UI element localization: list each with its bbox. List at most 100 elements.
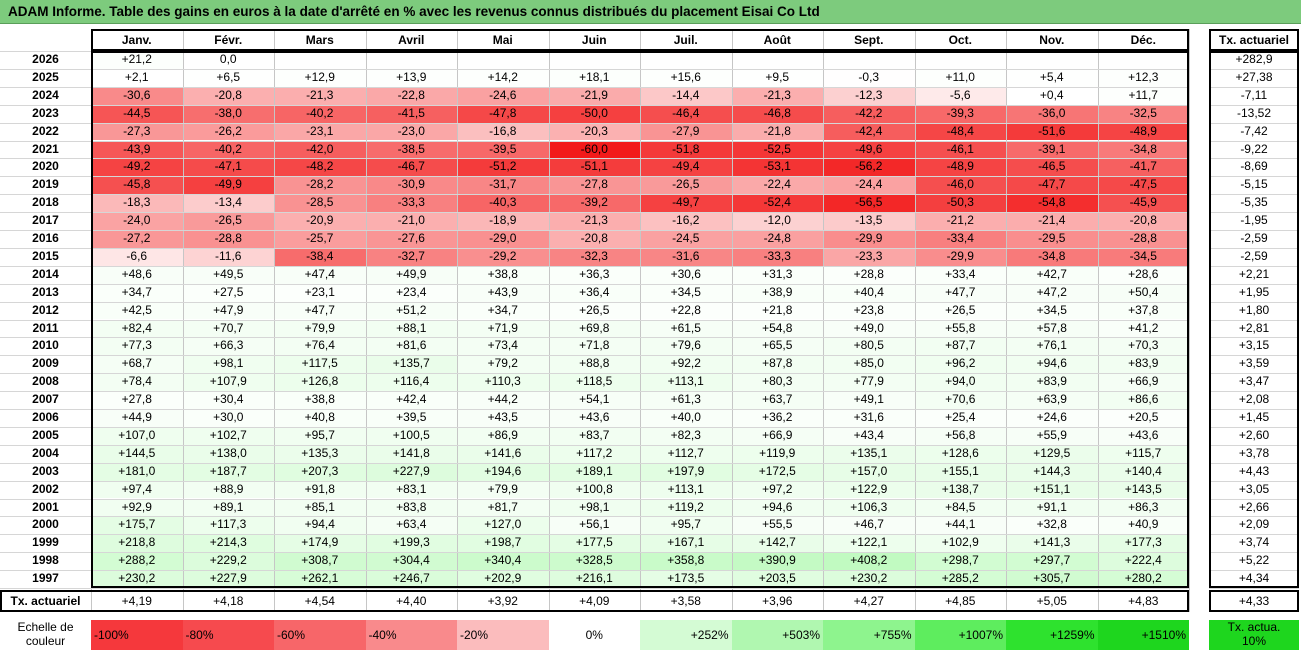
- value-cell: -21,4: [1006, 212, 1098, 230]
- grid-line: [274, 29, 275, 612]
- value-cell: -27,6: [365, 230, 457, 248]
- value-cell: -38,0: [182, 104, 274, 123]
- value-cell: +13,9: [365, 68, 457, 87]
- value-cell: +12,9: [274, 68, 366, 87]
- grid-line: [0, 176, 1189, 178]
- value-cell: +227,9: [365, 462, 457, 481]
- value-cell: +88,1: [365, 319, 457, 338]
- value-cell: +33,4: [914, 265, 1006, 284]
- value-cell: +38,8: [457, 265, 549, 284]
- value-cell: -49,2: [91, 158, 183, 177]
- rate-scale-swatch: Tx. actua. 10%: [1209, 620, 1299, 650]
- value-cell: -22,4: [731, 176, 823, 195]
- value-cell: +40,8: [274, 409, 366, 427]
- value-cell: +141,8: [365, 444, 457, 463]
- value-cell: -46,4: [640, 104, 732, 123]
- value-cell: +340,4: [457, 552, 549, 571]
- value-cell: +11,7: [1097, 86, 1189, 105]
- value-cell: +23,8: [823, 301, 915, 320]
- value-cell: -39,3: [914, 104, 1006, 123]
- value-cell: +199,3: [365, 534, 457, 553]
- value-cell: +102,9: [914, 534, 1006, 553]
- value-cell: +97,4: [91, 480, 183, 499]
- grid-line: [1209, 373, 1299, 375]
- grid-line: [1209, 176, 1299, 178]
- value-cell: +86,3: [1097, 498, 1189, 517]
- value-cell: +113,1: [640, 480, 732, 499]
- value-cell: -40,2: [182, 140, 274, 159]
- rate-cell: +2,81: [1238, 320, 1270, 335]
- value-cell: +135,1: [823, 444, 915, 463]
- value-cell: [548, 51, 640, 69]
- summary-value: +3,58: [670, 594, 701, 608]
- value-cell: +229,2: [182, 552, 274, 571]
- rate-cell: +1,80: [1238, 302, 1270, 317]
- value-cell: -20,8: [1097, 212, 1189, 230]
- rate-cell: -2,59: [1240, 248, 1268, 263]
- value-cell: +11,0: [914, 68, 1006, 87]
- value-cell: +63,4: [365, 516, 457, 535]
- year-label: 2020: [32, 159, 59, 174]
- grid-line: [1209, 301, 1299, 303]
- value-cell: +246,7: [365, 570, 457, 588]
- value-cell: -42,0: [274, 140, 366, 159]
- value-cell: -49,9: [182, 176, 274, 195]
- value-cell: +308,7: [274, 552, 366, 571]
- value-cell: -23,0: [365, 122, 457, 141]
- value-cell: -30,6: [91, 86, 183, 105]
- grid-line: [731, 29, 733, 612]
- value-cell: -49,6: [823, 140, 915, 159]
- value-cell: +76,1: [1006, 337, 1098, 356]
- value-cell: +142,7: [731, 534, 823, 553]
- value-cell: [914, 51, 1006, 69]
- year-label: 2001: [32, 499, 59, 514]
- value-cell: +218,8: [91, 534, 183, 553]
- value-cell: +42,5: [91, 301, 183, 320]
- value-cell: +94,4: [274, 516, 366, 535]
- value-cell: +189,1: [548, 462, 640, 481]
- value-cell: +86,9: [457, 426, 549, 445]
- value-cell: -26,2: [182, 122, 274, 141]
- summary-value: +4,40: [396, 594, 427, 608]
- year-label: 2006: [32, 410, 59, 424]
- value-cell: -28,5: [274, 194, 366, 213]
- value-cell: -29,0: [457, 230, 549, 248]
- value-cell: -20,3: [548, 122, 640, 141]
- color-scale-swatch: -40%: [365, 620, 457, 650]
- grid-line: [640, 29, 641, 612]
- grid-line: [0, 355, 1189, 357]
- value-cell: +202,9: [457, 570, 549, 588]
- value-cell: +49,1: [823, 391, 915, 409]
- rate-cell: +3,47: [1238, 374, 1270, 389]
- rate-cell: -7,42: [1240, 123, 1268, 138]
- value-cell: +86,6: [1097, 391, 1189, 409]
- value-cell: -21,3: [731, 86, 823, 105]
- value-cell: +5,4: [1006, 68, 1098, 87]
- value-cell: -26,5: [640, 176, 732, 195]
- grid-line: [0, 301, 1189, 303]
- value-cell: -39,2: [548, 194, 640, 213]
- value-cell: +48,6: [91, 265, 183, 284]
- value-cell: -27,3: [91, 122, 183, 141]
- grid-line: [0, 230, 1189, 231]
- value-cell: -33,4: [914, 230, 1006, 248]
- rate-cell: +3,78: [1238, 445, 1270, 460]
- value-cell: +47,7: [274, 301, 366, 320]
- value-cell: -48,2: [274, 158, 366, 177]
- value-cell: +83,9: [1006, 373, 1098, 392]
- value-cell: -46,1: [914, 140, 1006, 159]
- year-label: 2000: [32, 517, 59, 532]
- value-cell: +222,4: [1097, 552, 1189, 571]
- value-cell: +73,4: [457, 337, 549, 356]
- grid-line: [1209, 230, 1299, 231]
- value-cell: -28,2: [274, 176, 366, 195]
- year-label: 2012: [32, 302, 59, 317]
- grid-line: [1209, 158, 1299, 160]
- grid-line: [1209, 283, 1299, 285]
- grid-line: [1209, 391, 1299, 393]
- value-cell: +61,5: [640, 319, 732, 338]
- value-cell: -38,4: [274, 247, 366, 266]
- value-cell: +304,4: [365, 552, 457, 571]
- rate-cell: +1,95: [1238, 284, 1270, 299]
- year-label: 2022: [32, 123, 59, 138]
